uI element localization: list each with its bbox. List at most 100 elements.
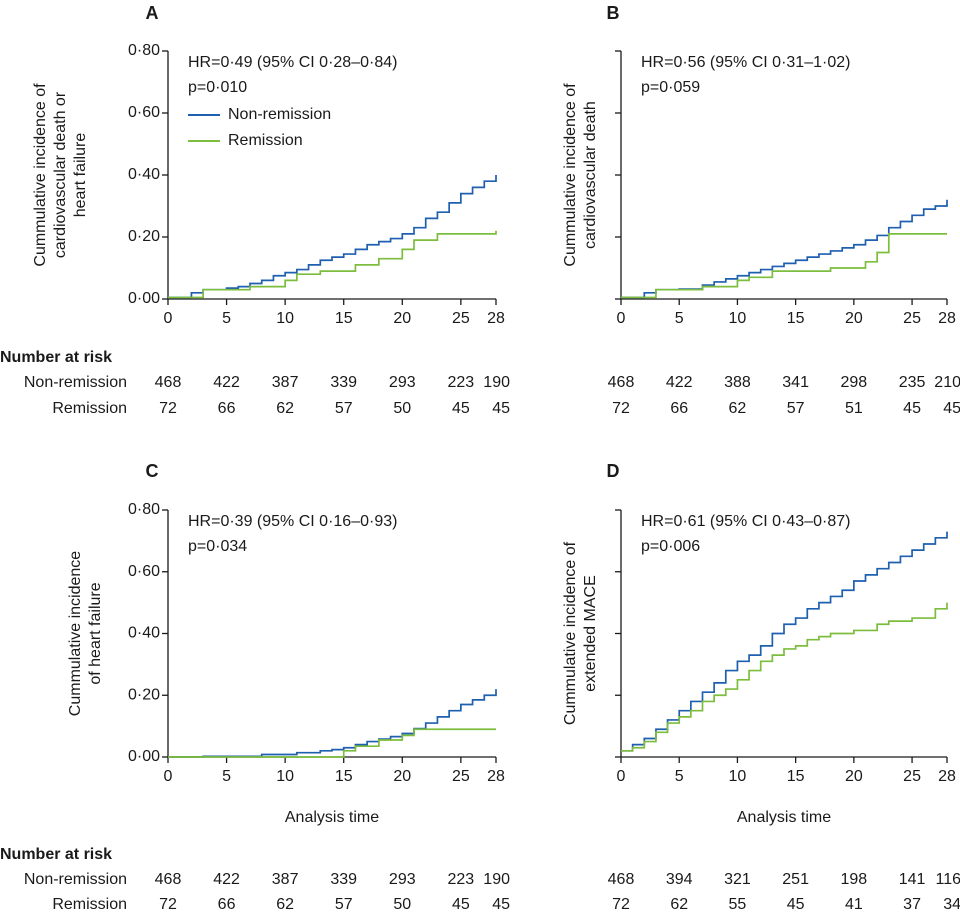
panel-a-xtick-label: 25 [452, 310, 470, 327]
panel-d-annotation: p=0·006 [641, 538, 700, 555]
panel-d-xtick-label: 5 [675, 768, 684, 785]
panel-d-xtick-label: 28 [938, 768, 956, 785]
panel-a-annotation: p=0·010 [188, 79, 247, 96]
panel-a-risk-value: 45 [452, 400, 470, 417]
panel-c-risk-value: 45 [492, 896, 510, 913]
panel-d-ylabel-line: extended MACE [582, 575, 599, 692]
panel-c-risk-value: 293 [389, 871, 416, 888]
panel-d-risk-value: 34 [943, 896, 960, 913]
panel-b-xtick-label: 10 [729, 310, 747, 327]
panel-a-risk-value: 66 [218, 400, 236, 417]
panel-d-risk-value: 321 [724, 871, 751, 888]
panel-c-ytick-label: 0·00 [128, 748, 160, 765]
panel-b-ylabel-line: cardiovascular death [582, 101, 599, 249]
panel-c-annotation: HR=0·39 (95% CI 0·16–0·93) [188, 513, 397, 530]
panel-c-ytick-label: 0·40 [128, 625, 160, 642]
panel-c-curve-non-remission [168, 689, 497, 758]
panel-d-risk-value: 62 [670, 896, 688, 913]
panel-c-ylabel-line: of heart failure [87, 582, 104, 684]
risk-row-label: Non-remission [24, 871, 127, 888]
panel-c-ylabel-line: Cummulative incidence [67, 551, 84, 717]
panel-b-annotation: p=0·059 [641, 79, 700, 96]
panel-a-ytick-label: 0·40 [128, 166, 160, 183]
panel-a-ytick-label: 0·80 [128, 42, 160, 59]
panel-a-letter: A [146, 3, 159, 23]
panel-a-xtick-label: 0 [164, 310, 173, 327]
panel-d-risk-value: 141 [899, 871, 926, 888]
panel-a-risk-value: 57 [335, 400, 353, 417]
panel-b-risk-value: 45 [903, 400, 921, 417]
panel-a-curve-remission [168, 230, 497, 299]
panel-a-risk-value: 387 [272, 374, 299, 391]
panel-c-risk-value: 190 [483, 871, 510, 888]
panel-c-xtick-label: 20 [393, 768, 411, 785]
panel-c-ytick-label: 0·60 [128, 563, 160, 580]
panel-a-risk-value: 223 [448, 374, 475, 391]
panel-c-xtick-label: 0 [164, 768, 173, 785]
panel-a-xtick-label: 20 [393, 310, 411, 327]
panel-d-xtick-label: 25 [903, 768, 921, 785]
panel-d-risk-value: 251 [782, 871, 809, 888]
panel-a-risk-value: 45 [492, 400, 510, 417]
panel-c-risk-value: 57 [335, 896, 353, 913]
panel-c-risk-value: 45 [452, 896, 470, 913]
panel-c-risk-value: 387 [272, 871, 299, 888]
panel-d-risk-value: 72 [612, 896, 630, 913]
panel-b-xtick-label: 20 [845, 310, 863, 327]
panel-d-curve-non-remission [621, 531, 948, 752]
panel-a-ylabel: Cummulative incidence of cardiovascular d… [32, 83, 89, 267]
panel-c-xtick-label: 28 [487, 768, 505, 785]
panel-b-xtick-label: 0 [617, 310, 626, 327]
panel-a-risk-value: 50 [393, 400, 411, 417]
panel-b-risk-value: 422 [666, 374, 693, 391]
panel-b-ylabel: Cummulative incidence of cardiovascular d… [562, 83, 599, 267]
panel-c-letter: C [146, 461, 159, 481]
panel-d-xtick-label: 10 [729, 768, 747, 785]
panel-c-risk-value: 72 [159, 896, 177, 913]
panel-b-risk-value: 66 [670, 400, 688, 417]
panel-a-risk-value: 422 [213, 374, 240, 391]
panel-b-xtick-label: 25 [903, 310, 921, 327]
panel-d-ylabel-line: Cummulative incidence of [562, 541, 579, 725]
panel-a-ylabel-line: heart failure [72, 133, 89, 218]
panel-b-xtick-label: 15 [787, 310, 805, 327]
panel-c-risk-value: 422 [213, 871, 240, 888]
panel-b-curve-non-remission [621, 199, 948, 299]
panel-d-curve-remission [621, 602, 948, 752]
panel-d-annotation: HR=0·61 (95% CI 0·43–0·87) [641, 513, 850, 530]
panel-a-xtick-label: 10 [276, 310, 294, 327]
panel-b-annotation: HR=0·56 (95% CI 0·31–1·02) [641, 54, 850, 71]
panel-a-ylabel-line: cardiovascular death or [52, 91, 69, 258]
panel-d-xlabel: Analysis time [737, 809, 831, 826]
panel-c-xtick-label: 15 [335, 768, 353, 785]
panel-d-ylabel: Cummulative incidence of extended MACE [562, 541, 599, 725]
panel-a-xtick-label: 5 [222, 310, 231, 327]
panel-d-xtick-label: 15 [787, 768, 805, 785]
panel-b-risk-value: 298 [841, 374, 868, 391]
panel-c-risk-value: 62 [276, 896, 294, 913]
panel-b-curve-remission [621, 233, 947, 299]
panel-d-xtick-label: 0 [617, 768, 626, 785]
panel-a-xtick-label: 28 [487, 310, 505, 327]
panel-c-risk-value: 223 [448, 871, 475, 888]
panel-c-risk-value: 66 [218, 896, 236, 913]
panel-b-risk-value: 210 [934, 374, 960, 391]
panel-b-xtick-label: 28 [938, 310, 956, 327]
panel-c-risk-value: 50 [393, 896, 411, 913]
panel-a-ytick-label: 0·20 [128, 228, 160, 245]
panel-c-xtick-label: 5 [222, 768, 231, 785]
panel-b-risk-value: 62 [729, 400, 747, 417]
panel-d-risk-value: 45 [787, 896, 805, 913]
panel-c-xtick-label: 10 [276, 768, 294, 785]
panel-c-risk-value: 339 [330, 871, 357, 888]
panel-d-risk-value: 116 [935, 871, 960, 888]
panel-b-risk-value: 468 [608, 374, 635, 391]
panel-b-risk-value: 51 [845, 400, 863, 417]
panel-a-risk-value: 293 [389, 374, 416, 391]
panel-a-curve-non-remission [168, 175, 497, 299]
panel-a-risk-value: 62 [276, 400, 294, 417]
risk-row-label: Remission [52, 896, 127, 913]
panel-a-risk-value: 468 [155, 374, 182, 391]
panel-c-annotation: p=0·034 [188, 538, 247, 555]
